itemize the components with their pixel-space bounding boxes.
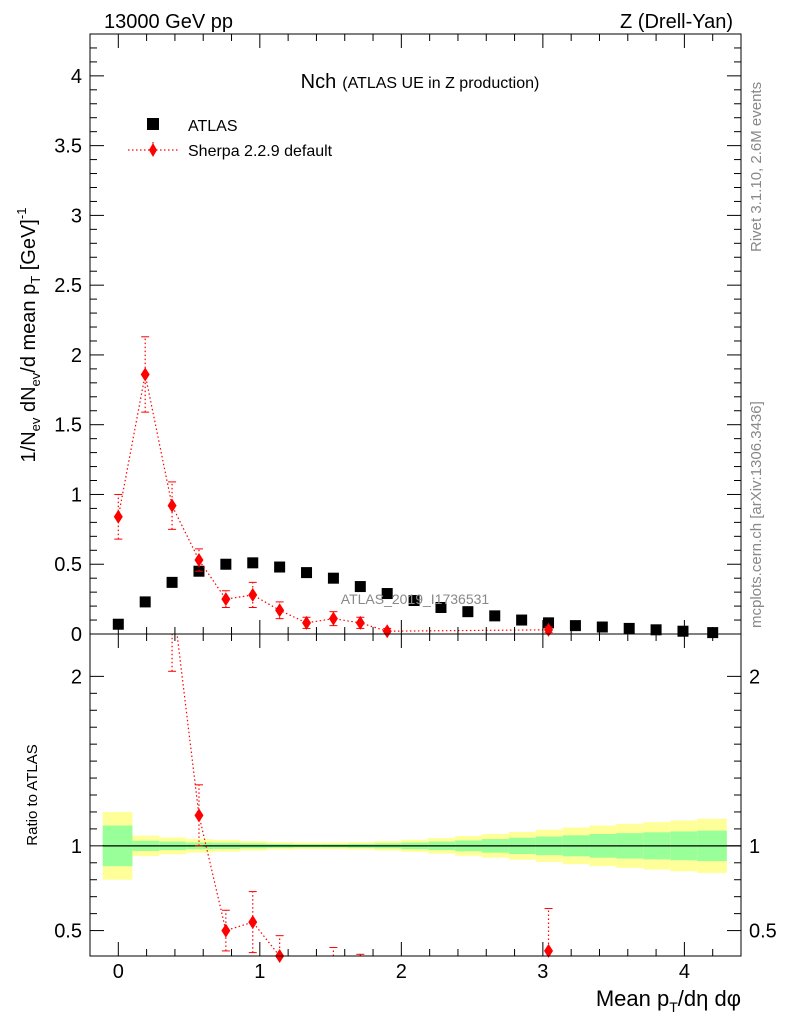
x-tick-label: 4: [679, 961, 690, 983]
main-y-tick-label: 0: [71, 624, 82, 646]
ratio-sherpa-data-point: [194, 808, 204, 823]
atlas-data-point: [462, 606, 474, 618]
atlas-data-point: [301, 567, 313, 579]
plot-title: Nch (ATLAS UE in Z production): [301, 71, 540, 93]
atlas-data-point: [354, 581, 366, 593]
ratio-y-tick-label-right: 1: [749, 836, 760, 858]
sherpa-data-point: [382, 624, 392, 639]
rivet-version-label: Rivet 3.1.10, 2.6M events: [748, 82, 765, 252]
ratio-sherpa-data-point: [544, 943, 554, 958]
x-axis-title: Mean pT/dη dφ: [596, 986, 741, 1015]
main-y-tick-label: 1.5: [54, 415, 82, 437]
atlas-data-point: [516, 614, 528, 626]
main-panel: 0 0.5 1 1.5 2 2.5 3 3.5 4 Nch (ATLAS UE in Z prod…: [14, 33, 742, 646]
atlas-data-point: [408, 595, 420, 607]
ratio-y-tick-label: 2: [71, 666, 82, 688]
header-energy-label: 13000 GeV pp: [104, 11, 233, 33]
sherpa-line: [117, 374, 549, 632]
atlas-data-point: [274, 561, 286, 573]
atlas-data-point: [489, 610, 501, 622]
sherpa-data-point: [194, 553, 204, 568]
ratio-y-tick-label-right: 2: [749, 666, 760, 688]
main-y-tick-label: 4: [71, 66, 82, 88]
sherpa-data-point: [248, 587, 258, 602]
atlas-data-point: [569, 620, 581, 632]
atlas-data-point: [623, 622, 635, 634]
main-y-axis-title: 1/Nev dNev/d mean pT [GeV]-1: [14, 208, 43, 463]
main-axis-ticks: 0 0.5 1 1.5 2 2.5 3 3.5 4: [54, 33, 742, 646]
ratio-sherpa-data-point: [221, 923, 231, 938]
legend-atlas-marker: [147, 118, 159, 130]
ratio-plot-area: [102, 634, 741, 963]
ratio-y-tick-label-right: 0.5: [749, 921, 777, 943]
plot-title-main: Nch: [301, 71, 337, 93]
sherpa-data-point: [544, 622, 554, 637]
sherpa-data-point: [140, 367, 150, 382]
main-y-tick-label: 3.5: [54, 136, 82, 158]
x-tick-label: 3: [537, 961, 548, 983]
atlas-data-point: [166, 576, 178, 588]
ratio-frame: [89, 633, 742, 957]
main-y-tick-label: 2.5: [54, 275, 82, 297]
header-process-label: Z (Drell-Yan): [620, 11, 733, 33]
legend: ATLAS Sherpa 2.2.9 default: [128, 118, 333, 160]
x-tick-label: 0: [113, 961, 124, 983]
sherpa-data-point: [221, 592, 231, 607]
sherpa-data-point: [113, 509, 123, 524]
ratio-sherpa-data-point: [248, 915, 258, 930]
atlas-data-point: [327, 572, 339, 584]
ratio-y-tick-label: 0.5: [54, 921, 82, 943]
atlas-data-point: [139, 596, 151, 608]
ratio-y-tick-label: 1: [71, 836, 82, 858]
plot-title-sub: (ATLAS UE in Z production): [342, 75, 539, 92]
main-y-tick-label: 3: [71, 205, 82, 227]
mcplots-source-label: mcplots.cern.ch [arXiv:1306.3436]: [748, 401, 765, 628]
atlas-data-point: [435, 601, 447, 613]
legend-atlas-label: ATLAS: [188, 118, 238, 135]
legend-sherpa-marker: [149, 143, 157, 157]
atlas-data-point: [596, 621, 608, 633]
atlas-data-point: [247, 557, 259, 569]
ratio-axis-ticks: 0.5 0.5 1 1 2 2 0 1 2 3 4: [54, 634, 777, 983]
ratio-y-axis-title: Ratio to ATLAS: [24, 744, 41, 845]
legend-sherpa-label: Sherpa 2.2.9 default: [188, 143, 333, 160]
main-plot-area: [112, 336, 719, 639]
main-y-tick-label: 2: [71, 345, 82, 367]
main-y-tick-label: 0.5: [54, 554, 82, 576]
ratio-panel: 0.5 0.5 1 1 2 2 0 1 2 3 4 Ratio to ATLAS: [24, 633, 777, 983]
sherpa-data-point: [355, 615, 365, 630]
sherpa-data-point: [167, 498, 177, 513]
sherpa-data-point: [302, 615, 312, 630]
main-y-tick-label: 1: [71, 484, 82, 506]
atlas-data-point: [220, 558, 232, 570]
atlas-data-point: [381, 588, 393, 600]
analysis-watermark: ATLAS_2019_I1736531: [341, 591, 490, 607]
x-tick-label: 1: [254, 961, 265, 983]
sherpa-data-point: [328, 611, 338, 626]
atlas-data-point: [677, 625, 689, 637]
x-tick-label: 2: [396, 961, 407, 983]
sherpa-data-point: [275, 603, 285, 618]
